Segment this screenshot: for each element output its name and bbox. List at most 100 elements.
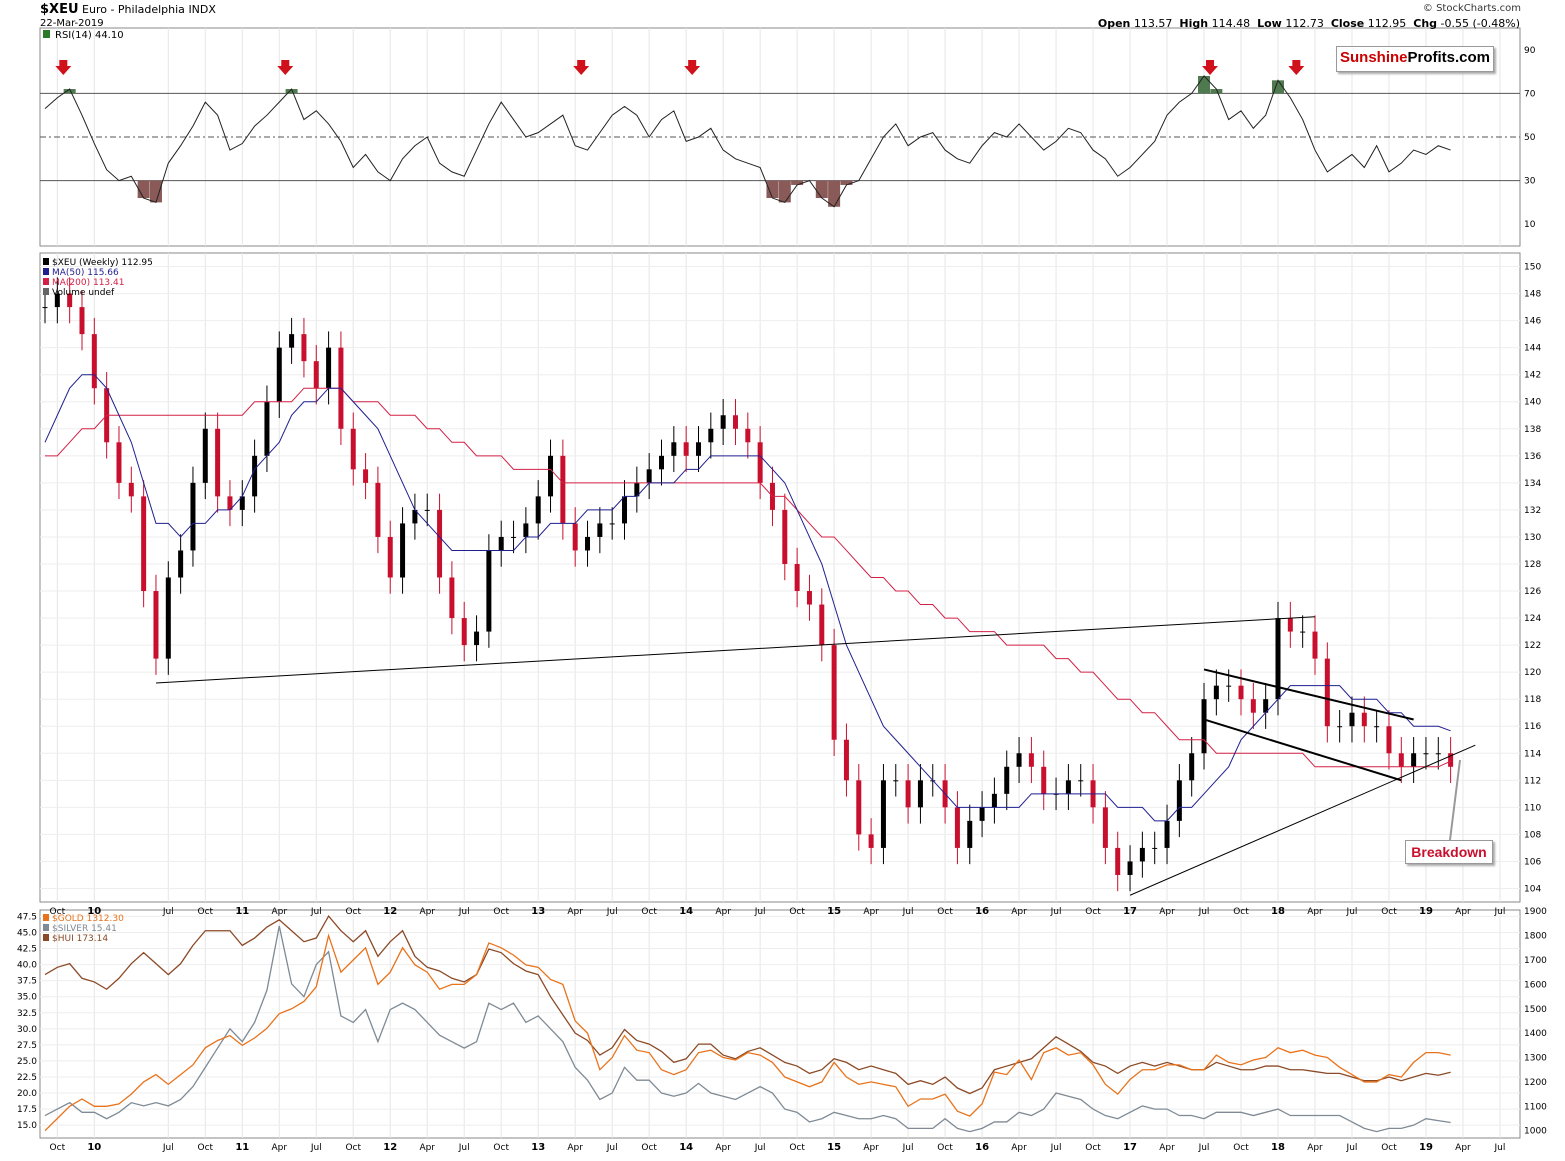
x-tick-label: Oct	[1233, 1143, 1249, 1153]
price-candle	[954, 807, 960, 848]
price-y-tick-label: 110	[1524, 803, 1541, 813]
x-tick-label: Jul	[754, 907, 766, 917]
metals-right-tick-label: 1300	[1524, 1054, 1547, 1064]
price-y-tick-label: 120	[1524, 668, 1541, 678]
x-tick-label: Jul	[1494, 907, 1506, 917]
x-tick-label: 15	[827, 906, 841, 917]
metals-legend-icon	[43, 914, 49, 921]
price-candle	[498, 536, 504, 551]
x-tick-label: Jul	[902, 907, 914, 917]
x-tick-label: Oct	[1233, 907, 1249, 917]
x-tick-label: Jul	[310, 1143, 322, 1153]
price-candle	[1139, 847, 1145, 862]
price-candle	[1213, 685, 1219, 700]
metals-right-tick-label: 1200	[1524, 1078, 1547, 1088]
exchange: INDX	[188, 3, 216, 16]
x-tick-label: Jul	[1050, 907, 1062, 917]
x-tick-label: 18	[1271, 1142, 1285, 1153]
overbought-arrow-icon	[1288, 60, 1305, 75]
price-candle	[141, 496, 147, 592]
price-y-tick-label: 136	[1524, 452, 1541, 462]
price-candle	[1250, 699, 1256, 713]
rsi-legend-label: RSI(14) 44.10	[55, 30, 124, 41]
overbought-arrow-icon	[684, 60, 701, 75]
price-candle	[893, 780, 899, 782]
metals-legend-icon	[43, 924, 49, 931]
x-tick-label: 10	[87, 1142, 101, 1153]
metals-left-tick-label: 42.5	[17, 945, 37, 955]
symbol-name: Euro - Philadelphia	[82, 3, 185, 16]
price-candle	[387, 536, 393, 578]
x-tick-label: 18	[1271, 906, 1285, 917]
low-label: Low	[1257, 17, 1282, 30]
price-candle	[1164, 820, 1170, 848]
rsi-overbought-fill	[1198, 75, 1211, 94]
rsi-oversold-fill	[791, 180, 804, 185]
metals-right-tick-label: 1900	[1524, 907, 1547, 917]
metals-right-tick-label: 1400	[1524, 1029, 1547, 1039]
breakdown-pointer	[1449, 759, 1461, 841]
price-candle	[794, 563, 800, 592]
price-candle	[227, 496, 233, 510]
rsi-y-tick-label: 30	[1524, 177, 1536, 187]
x-tick-label: Oct	[641, 907, 657, 917]
price-candle	[1411, 753, 1417, 767]
gold-line	[44, 933, 1451, 1132]
overbought-arrow-icon	[277, 60, 294, 75]
price-candle	[831, 645, 837, 740]
trendline	[1129, 744, 1476, 896]
price-candle	[609, 523, 615, 525]
price-candle	[313, 361, 319, 389]
x-tick-label: Oct	[50, 907, 66, 917]
metals-left-tick-label: 30.0	[17, 1025, 37, 1035]
price-y-tick-label: 138	[1524, 425, 1541, 435]
price-candle	[695, 442, 701, 456]
price-candle	[720, 415, 726, 429]
metals-left-tick-label: 32.5	[17, 1009, 37, 1019]
x-tick-label: Oct	[1381, 1143, 1397, 1153]
price-candle	[1398, 753, 1404, 767]
price-candle	[153, 591, 159, 659]
x-tick-label: Oct	[1381, 907, 1397, 917]
metals-legend-label: $HUI 173.14	[52, 934, 108, 944]
price-candle	[843, 739, 849, 781]
x-tick-label: Jul	[1494, 1143, 1506, 1153]
price-candle	[991, 793, 997, 808]
x-tick-label: 14	[679, 1142, 693, 1153]
price-candle	[165, 577, 171, 659]
x-tick-label: Oct	[641, 1143, 657, 1153]
price-candle	[572, 523, 578, 551]
price-candle	[757, 442, 763, 483]
x-tick-label: 11	[235, 906, 249, 917]
price-candle	[1386, 726, 1392, 754]
price-candle	[1287, 618, 1293, 632]
x-tick-label: Apr	[1159, 1143, 1175, 1153]
price-candle	[979, 807, 985, 821]
metals-left-tick-label: 27.5	[17, 1041, 37, 1051]
x-tick-label: Jul	[754, 1143, 766, 1153]
price-candle	[350, 428, 356, 470]
x-tick-label: 13	[531, 1142, 545, 1153]
price-y-tick-label: 130	[1524, 533, 1541, 543]
trendline	[155, 616, 1316, 684]
metals-legend-icon	[43, 934, 49, 941]
symbol: $XEU	[40, 2, 79, 17]
overbought-arrow-icon	[55, 60, 72, 75]
metals-left-tick-label: 22.5	[17, 1073, 37, 1083]
price-candle	[708, 428, 714, 443]
x-tick-label: 17	[1123, 1142, 1137, 1153]
price-candle	[67, 293, 73, 308]
price-y-tick-label: 114	[1524, 749, 1541, 759]
rsi-overbought-fill	[63, 89, 76, 94]
price-y-tick-label: 140	[1524, 398, 1541, 408]
price-y-tick-label: 118	[1524, 695, 1541, 705]
price-candle	[1275, 618, 1281, 700]
x-tick-label: Apr	[567, 1143, 583, 1153]
brand-part2: Profits.com	[1407, 49, 1491, 66]
rsi-overbought-fill	[1210, 89, 1223, 94]
x-tick-label: Jul	[162, 907, 174, 917]
price-y-tick-label: 116	[1524, 722, 1541, 732]
metals-left-tick-label: 20.0	[17, 1089, 37, 1099]
overbought-arrow-icon	[573, 60, 590, 75]
